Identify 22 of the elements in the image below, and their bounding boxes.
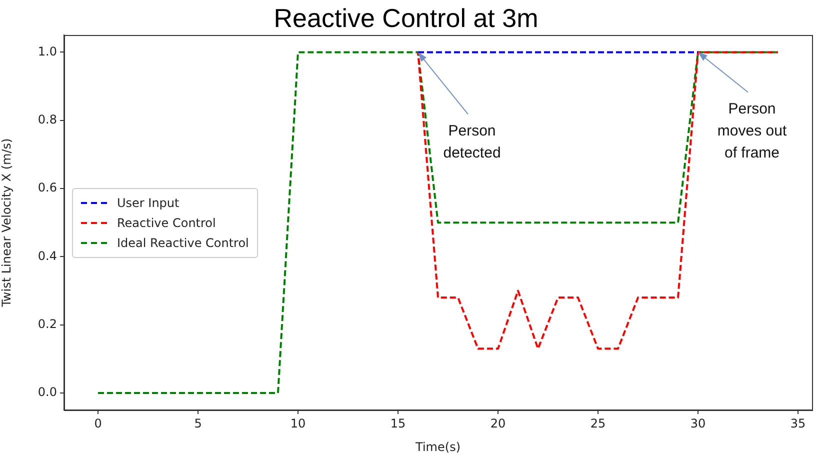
y-tick-label: 0.8 (38, 112, 57, 127)
y-tick-label: 1.0 (38, 44, 57, 58)
x-tick-label: 10 (290, 416, 306, 430)
x-axis-title: Time(s) (414, 440, 460, 454)
legend-label: Reactive Control (117, 216, 216, 230)
annotation: Person moves out of frame (717, 100, 788, 162)
y-tick-label: 0.0 (38, 385, 57, 400)
annotation: Person detected (443, 122, 501, 162)
x-tick-label: 25 (590, 416, 606, 430)
x-tick-label: 15 (390, 416, 406, 430)
y-axis-title: Twist Linear Velocity X (m/s) (0, 138, 14, 308)
x-tick-label: 30 (690, 416, 706, 430)
chart-title: Reactive Control at 3m (274, 2, 538, 33)
x-tick-label: 0 (94, 416, 102, 430)
x-tick-label: 5 (194, 416, 202, 430)
legend-label: User Input (117, 196, 180, 210)
legend-label: Ideal Reactive Control (117, 236, 249, 250)
x-tick-label: 20 (490, 416, 506, 430)
y-tick-label: 0.2 (38, 316, 57, 331)
y-tick-label: 0.4 (38, 248, 57, 263)
y-tick-label: 0.6 (38, 180, 57, 195)
x-tick-label: 35 (790, 416, 806, 430)
